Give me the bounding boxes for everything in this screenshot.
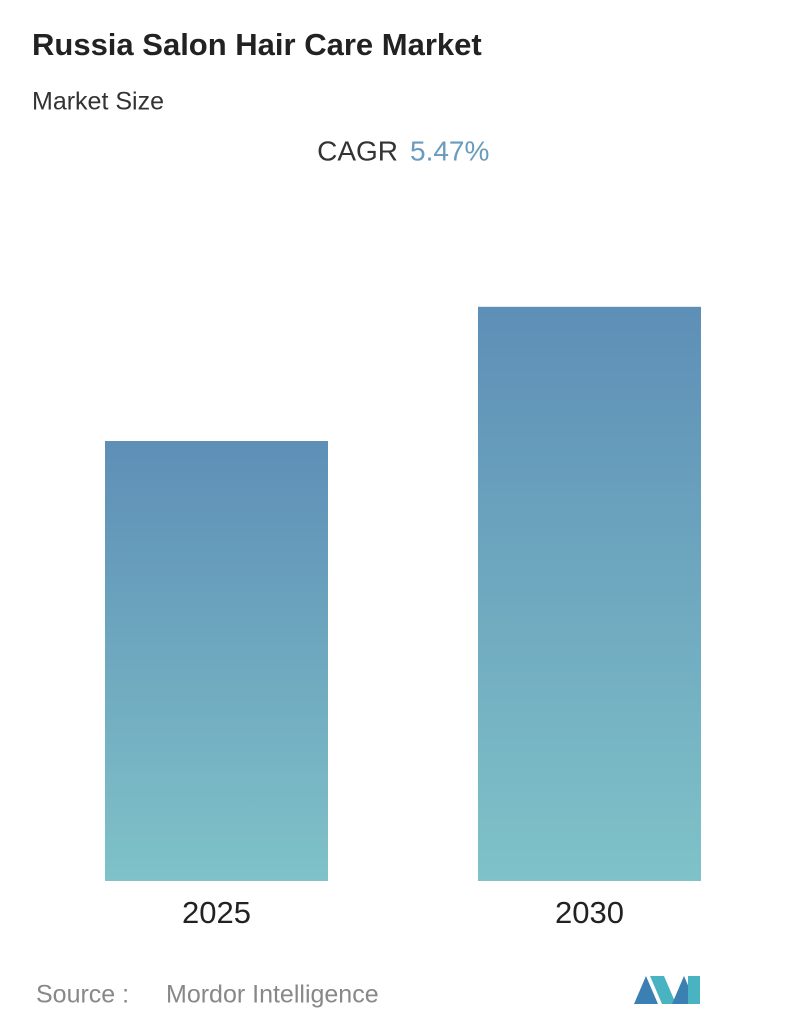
chart-subtitle: Market Size xyxy=(32,88,164,116)
source-label: Source : xyxy=(36,981,129,1009)
x-tick-label: 2030 xyxy=(555,895,624,930)
cagr-label: CAGR xyxy=(317,135,398,166)
logo xyxy=(634,976,700,1004)
cagr-value: 5.47% xyxy=(410,135,489,166)
bar xyxy=(478,306,701,881)
source: Mordor Intelligence xyxy=(166,981,379,1009)
chart-title: Russia Salon Hair Care Market xyxy=(32,27,482,62)
bar xyxy=(105,441,328,881)
x-tick-label: 2025 xyxy=(182,895,251,930)
